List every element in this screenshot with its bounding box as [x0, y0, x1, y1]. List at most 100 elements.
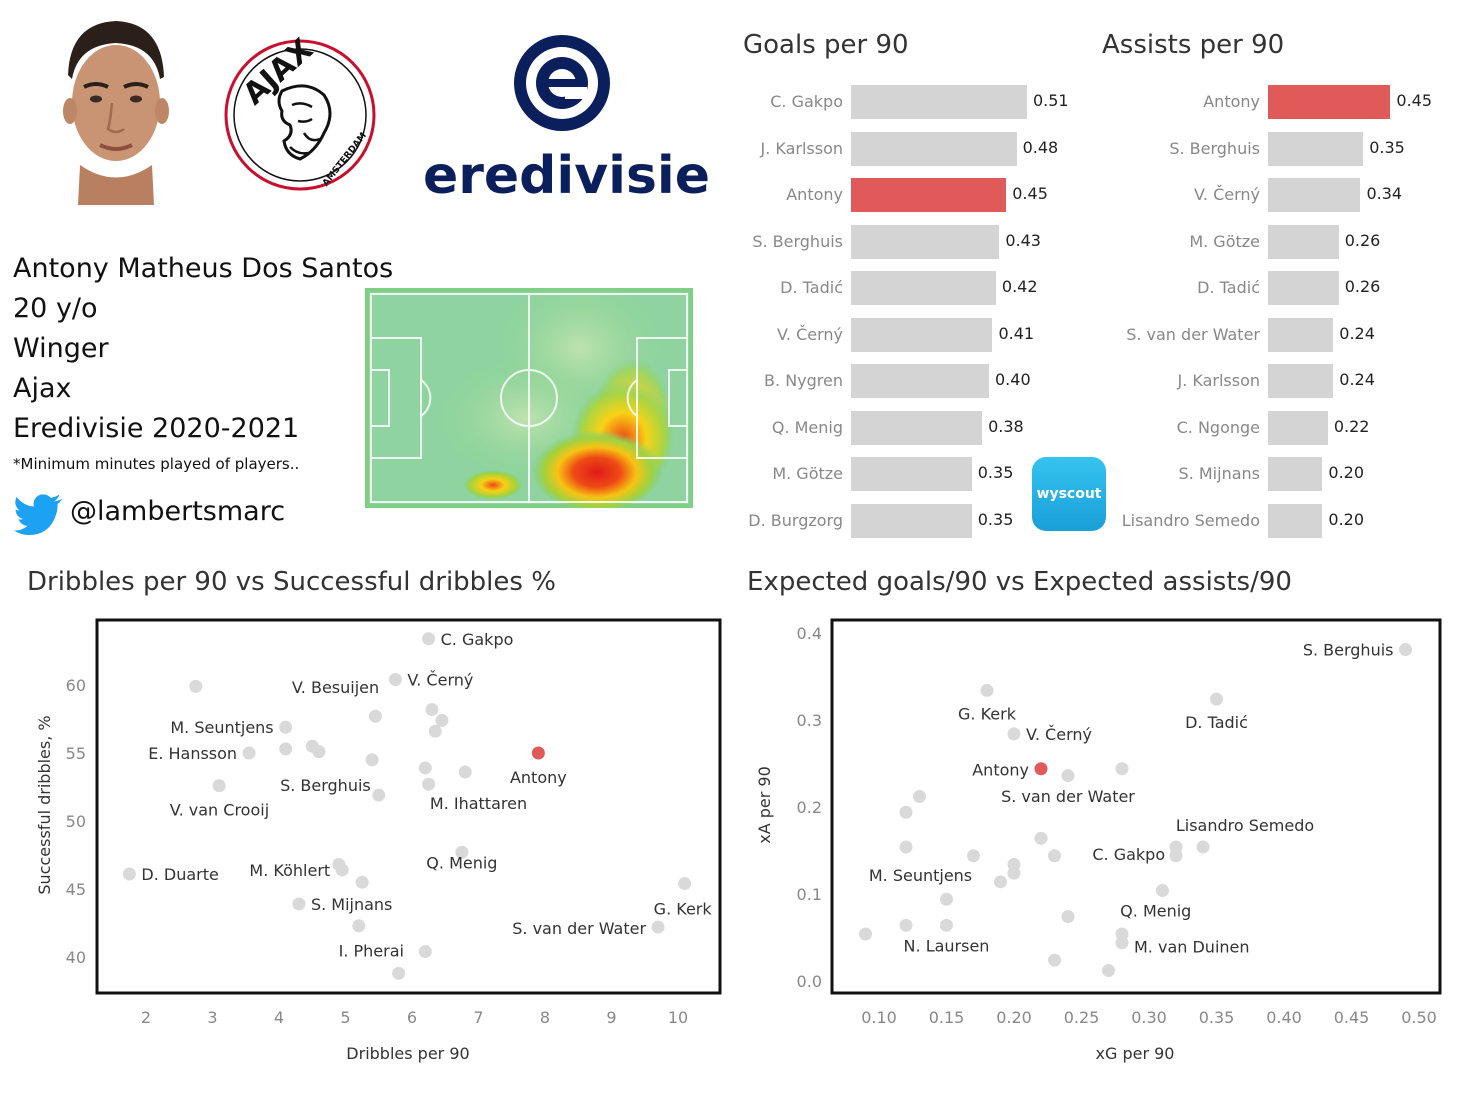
assists_chart-bar — [1268, 503, 1323, 538]
xg_chart-point — [967, 849, 980, 863]
assists_chart-bar-label: S. van der Water — [1126, 324, 1260, 344]
dribbles_chart-point — [312, 745, 326, 759]
dribbles_chart-x-tick: 9 — [606, 1008, 616, 1027]
dribbles_chart-point-label: G. Kerk — [654, 900, 713, 919]
goals_chart-bar — [851, 457, 972, 491]
dribbles_chart-x-tick: 4 — [274, 1008, 284, 1027]
dribbles_chart-point-label: M. Köhlert — [249, 861, 330, 880]
goals_chart-bar — [851, 364, 989, 398]
dribbles_chart-point — [372, 788, 386, 802]
xg_chart-annotation: C. Gakpo — [1092, 845, 1165, 864]
dribbles_chart-point — [455, 845, 469, 859]
assists_chart-bar — [1268, 224, 1339, 259]
xg_chart-point-label: Antony — [972, 761, 1029, 780]
xg_chart-point — [940, 918, 953, 932]
dribbles_chart-point — [678, 877, 692, 891]
xg_chart-point — [1115, 762, 1129, 776]
svg-text:eredivisie: eredivisie — [423, 146, 710, 205]
goals_chart-bar — [851, 271, 996, 305]
wyscout-badge: wyscout — [1032, 457, 1106, 531]
goals_chart-bar-value: 0.43 — [1005, 230, 1041, 250]
xg_chart-point — [1210, 692, 1223, 706]
goals_chart-bar-value: 0.51 — [1032, 91, 1069, 110]
xg_chart-point — [1007, 866, 1021, 880]
dribbles-scatter: Dribbles per 90 Successful dribbles, % 2… — [35, 618, 722, 1063]
xg_chart-point — [1007, 727, 1021, 741]
dribbles_chart-point — [418, 761, 432, 775]
player-name: Antony Matheus Dos Santos — [13, 253, 394, 284]
xg_chart-x-tick: 0.30 — [1131, 1008, 1167, 1027]
xg_chart-annotation: Q. Menig — [1120, 902, 1191, 921]
assists_chart-bar-value: 0.24 — [1339, 323, 1375, 343]
dribbles_chart-point-label: C. Gakpo — [441, 630, 514, 649]
dribbles_chart-point — [279, 742, 293, 756]
dribbles_chart-point — [212, 779, 226, 793]
goals_chart-bar-label: J. Karlsson — [760, 138, 843, 158]
xg_chart-point-label: Lisandro Semedo — [1176, 816, 1314, 835]
assists_chart-bar-label: S. Berghuis — [1169, 138, 1260, 158]
xg_chart-point-label: M. van Duinen — [1134, 938, 1250, 957]
dribbles_chart-point — [458, 765, 472, 779]
xg_chart-x-tick: 0.45 — [1334, 1008, 1370, 1027]
assists_chart-bar-label: M. Götze — [1189, 231, 1260, 251]
dribbles_chart-annotation: M. Ihattaren — [430, 794, 527, 813]
xg_chart-annotation: N. Laursen — [904, 936, 990, 955]
dribbles_chart-x-tick: 2 — [141, 1008, 151, 1027]
goals_chart-bar — [851, 410, 983, 445]
dribbles_chart-point-highlight — [531, 746, 545, 760]
twitter-handle: @lambertsmarc — [70, 496, 286, 527]
assists_chart-bar-value: 0.22 — [1333, 416, 1370, 436]
assists_chart-bar-label: V. Černý — [1194, 185, 1260, 204]
xg_chart-point — [940, 892, 953, 906]
dribbles_chart-point — [425, 702, 439, 716]
xg_chart-point — [994, 875, 1007, 889]
xg_chart-point — [1061, 910, 1075, 924]
xg_chart-point — [913, 790, 926, 804]
dribbles_chart-point-label: E. Hansson — [148, 744, 237, 763]
dribbles_chart-point — [352, 919, 366, 933]
assists_chart-bar-label: C. Ngonge — [1176, 417, 1260, 437]
xg_chart-point — [1399, 643, 1412, 657]
assists_chart-bar-label: S. Mijnans — [1178, 464, 1260, 483]
dribbles-y-axis-label: Successful dribbles, % — [35, 715, 54, 894]
xg_chart-x-tick: 0.20 — [996, 1008, 1032, 1027]
dribbles_chart-point-label: S. van der Water — [512, 919, 646, 938]
assists_chart-bar-value: 0.34 — [1366, 184, 1403, 203]
goals_chart-bar-value: 0.45 — [1012, 184, 1048, 203]
dribbles_chart-point — [651, 920, 665, 934]
goals_chart-bar — [851, 224, 1000, 259]
xg-plot-frame — [830, 618, 1442, 995]
goals_chart-bar-label: Q. Menig — [771, 417, 843, 437]
xg_chart-point — [1169, 849, 1183, 863]
ajax-logo: AJAX AMSTERDAM — [224, 35, 376, 191]
dribbles_chart-point-label: S. Mijnans — [311, 895, 392, 914]
xg_chart-x-tick: 0.35 — [1199, 1008, 1235, 1027]
xg_chart-x-tick: 0.40 — [1266, 1008, 1302, 1027]
assists_chart-bar-value: 0.20 — [1328, 463, 1365, 482]
xg-y-axis-label: xA per 90 — [755, 766, 774, 844]
goals-chart-title: Goals per 90 — [743, 30, 909, 60]
heatmap-pitch — [365, 288, 693, 508]
dribbles_chart-point — [355, 875, 369, 889]
goals_chart-bar — [851, 131, 1017, 166]
xg_chart-point — [1048, 849, 1061, 863]
xg_chart-point-label: S. Berghuis — [1303, 641, 1394, 660]
assists_chart-bar — [1268, 178, 1361, 212]
assists_chart-bar-value: 0.26 — [1344, 230, 1381, 250]
dribbles_chart-point-label: I. Pherai — [339, 942, 404, 961]
xg_chart-y-tick: 0.1 — [797, 885, 822, 904]
goals_chart-bar-value: 0.42 — [1001, 277, 1038, 296]
xg-x-axis-label: xG per 90 — [1096, 1044, 1175, 1063]
goals_chart-bar-label: D. Tadić — [780, 278, 843, 297]
xg_chart-point — [1196, 840, 1210, 854]
dribbles_chart-point-label: V. van Crooij — [170, 801, 269, 820]
assists_chart-bar — [1268, 271, 1339, 305]
xg_chart-point — [1048, 953, 1061, 967]
dribbles_chart-point — [365, 753, 379, 767]
dribbles_chart-point — [422, 632, 436, 646]
xg_chart-point — [1102, 964, 1115, 978]
xg_chart-point — [859, 927, 872, 941]
goals_chart-bar — [851, 85, 1027, 119]
dribbles-x-axis-label: Dribbles per 90 — [346, 1044, 469, 1063]
wyscout-label: wyscout — [1036, 486, 1102, 502]
